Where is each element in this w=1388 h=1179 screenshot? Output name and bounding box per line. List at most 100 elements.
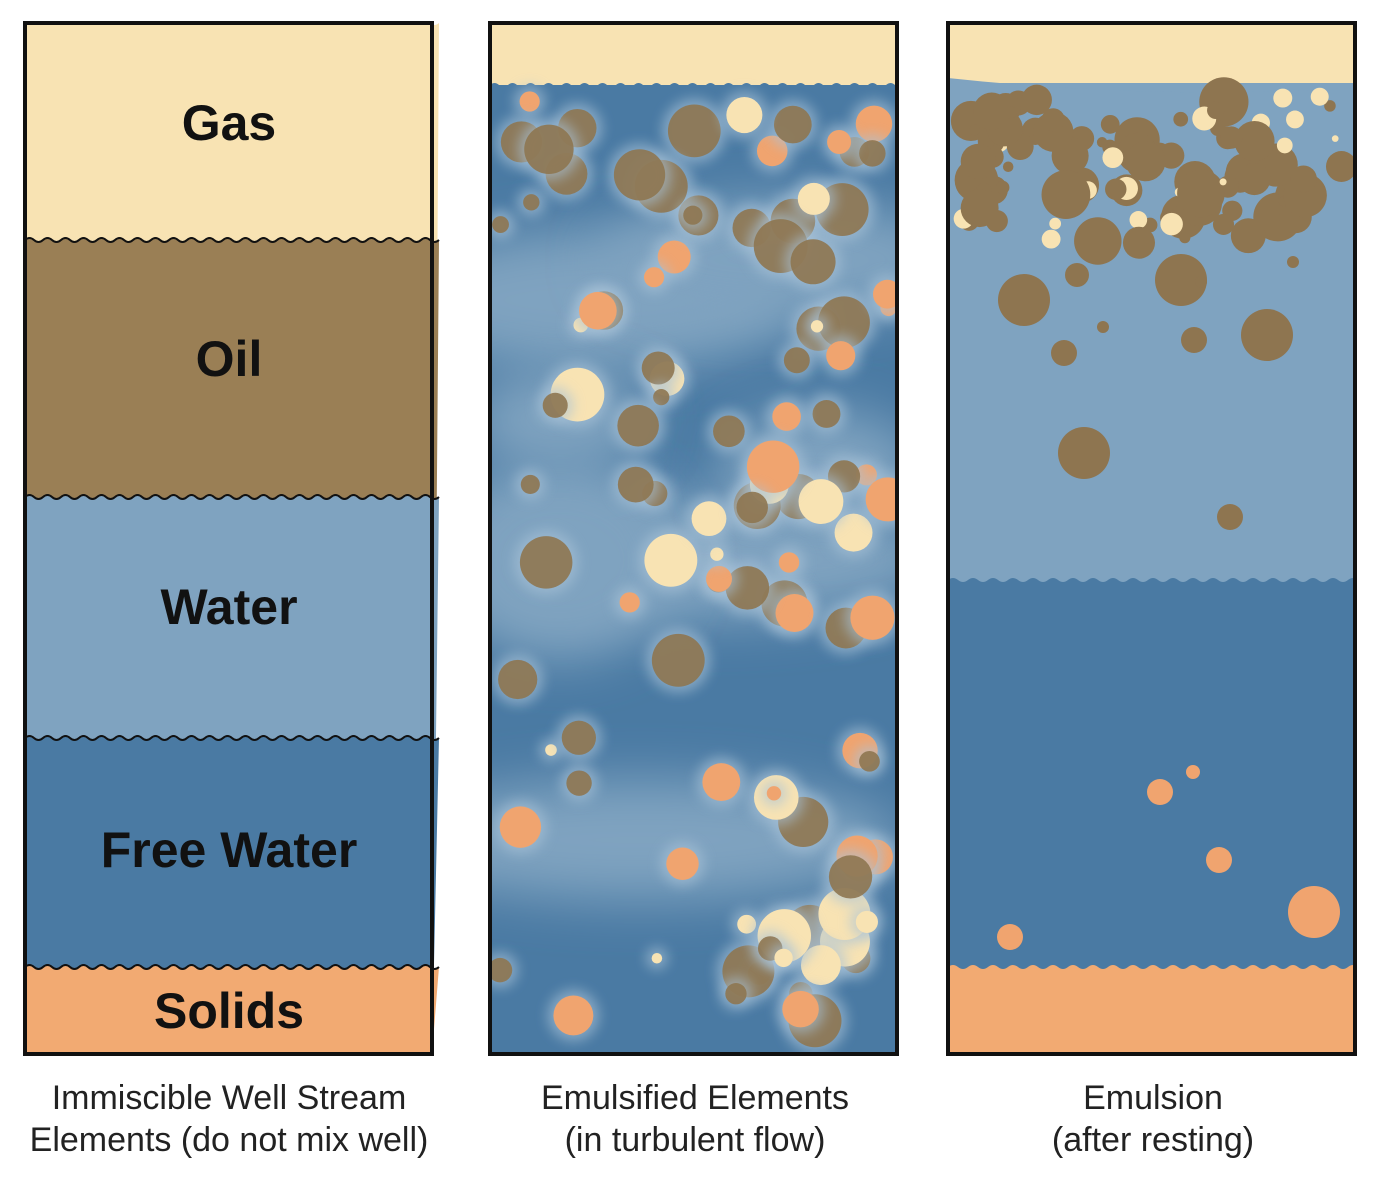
droplet <box>553 995 594 1036</box>
droplet <box>859 140 886 167</box>
droplet <box>667 104 721 158</box>
droplet <box>617 404 659 447</box>
layer <box>948 965 1355 1054</box>
droplet <box>1041 229 1061 249</box>
droplet <box>1122 226 1156 259</box>
droplet <box>826 341 856 371</box>
droplet <box>1177 169 1225 218</box>
droplet <box>519 536 573 589</box>
droplet <box>1105 178 1127 200</box>
droplet <box>960 143 997 180</box>
layer-edge <box>24 237 440 243</box>
frames <box>23 21 1357 1056</box>
droplet <box>1287 256 1299 268</box>
caption: Immiscible Well Stream <box>52 1079 407 1117</box>
droplet <box>1212 213 1235 235</box>
droplet <box>706 565 732 592</box>
droplet <box>1100 114 1120 134</box>
droplet <box>613 149 666 201</box>
droplet <box>1290 165 1317 193</box>
droplet <box>810 320 824 333</box>
droplet <box>1234 120 1275 162</box>
droplet <box>651 952 663 964</box>
frame <box>946 21 1357 1056</box>
droplet <box>798 479 844 524</box>
droplet <box>1002 161 1014 173</box>
droplet <box>774 948 793 968</box>
droplet <box>766 786 782 801</box>
droplet <box>1097 321 1109 333</box>
droplet <box>524 124 574 175</box>
caption: (in turbulent flow) <box>565 1121 826 1159</box>
layer <box>948 578 1355 1054</box>
droplet <box>998 274 1050 326</box>
droplet <box>617 466 654 503</box>
droplet <box>1021 84 1052 116</box>
droplet <box>1325 151 1355 182</box>
droplet <box>746 440 800 493</box>
droplet <box>651 633 705 687</box>
droplet <box>997 924 1023 950</box>
droplet <box>828 855 873 899</box>
droplet <box>1310 87 1329 106</box>
droplet <box>1179 232 1191 244</box>
droplet <box>1217 504 1243 530</box>
droplet <box>855 105 893 143</box>
droplet <box>859 751 880 772</box>
droplet <box>666 847 699 880</box>
droplet <box>713 415 745 448</box>
droplet <box>1065 263 1089 287</box>
droplet <box>657 240 691 274</box>
caption: Elements (do not mix well) <box>30 1121 429 1159</box>
droplet <box>1238 163 1271 196</box>
droplet <box>800 945 841 986</box>
droplet <box>850 595 895 640</box>
droplet <box>683 205 703 225</box>
droplet <box>1273 88 1293 108</box>
droplet <box>1096 137 1108 148</box>
layer-edge <box>24 735 440 741</box>
droplet <box>644 533 698 587</box>
droplet <box>490 957 513 983</box>
droplet <box>520 474 540 494</box>
caption: (after resting) <box>1052 1121 1254 1159</box>
droplet <box>653 389 670 406</box>
labels: Gas Oil Water Free Water Solids Immiscib… <box>30 95 1254 1159</box>
droplet <box>1195 276 1207 288</box>
droplet <box>1041 170 1091 220</box>
layer-label: Free Water <box>101 822 358 878</box>
droplet <box>783 347 810 374</box>
droplet <box>782 990 819 1028</box>
layer <box>25 965 439 1054</box>
droplet <box>1173 111 1189 127</box>
caption: Emulsion <box>1083 1079 1223 1117</box>
droplet <box>1129 211 1148 229</box>
layer-label: Oil <box>196 331 263 387</box>
droplet <box>855 910 878 934</box>
droplet <box>1102 147 1124 168</box>
droplet <box>973 92 1011 130</box>
droplet <box>726 97 763 134</box>
droplet <box>1155 254 1207 306</box>
droplet <box>523 194 540 211</box>
emulsified-panel <box>490 23 897 1054</box>
layer-label: Gas <box>182 95 277 151</box>
droplet <box>619 592 640 613</box>
droplet <box>498 659 538 700</box>
droplet <box>778 552 800 573</box>
droplet <box>702 763 741 801</box>
droplet <box>492 216 509 233</box>
droplet <box>1041 108 1065 132</box>
droplet <box>1219 178 1227 186</box>
droplet <box>797 182 830 215</box>
droplet <box>969 124 981 136</box>
droplet <box>790 239 836 285</box>
layer-label: Water <box>160 579 297 635</box>
droplet <box>1051 340 1077 366</box>
droplet <box>827 129 852 154</box>
frame <box>23 21 434 1056</box>
droplet <box>818 296 870 349</box>
droplet <box>1324 100 1336 112</box>
